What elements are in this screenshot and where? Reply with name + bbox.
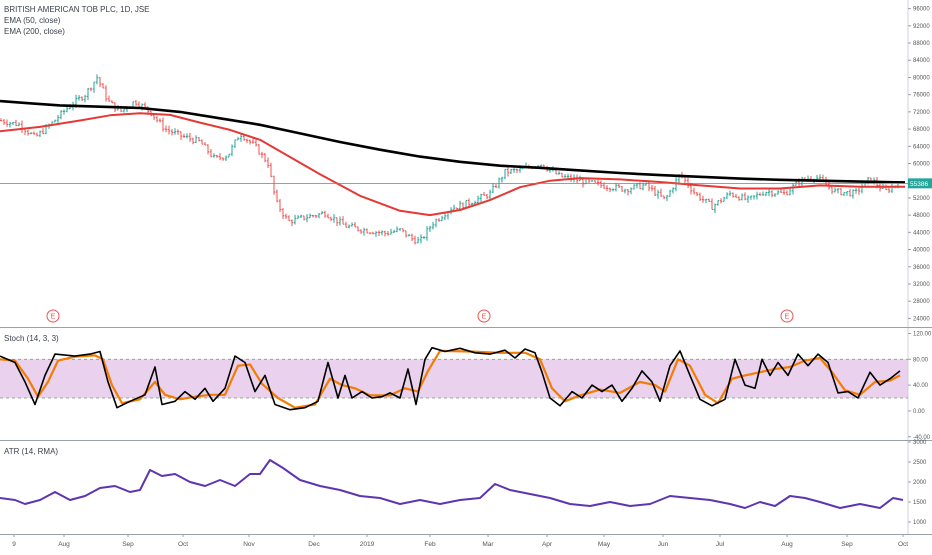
price-axis-label: 52000: [913, 196, 930, 202]
atr-axis-label: 3000: [913, 440, 927, 446]
price-legend: BRITISH AMERICAN TOB PLC, 1D, JSE EMA (5…: [4, 4, 150, 37]
atr-axis-label: 1000: [913, 520, 927, 526]
price-axis-label: 88000: [913, 41, 930, 47]
price-axis-label: 76000: [913, 93, 930, 99]
last-price-badge: [908, 178, 932, 189]
price-axis-label: 84000: [913, 58, 930, 64]
price-axis-label: 68000: [913, 127, 930, 133]
time-axis-label: May: [598, 541, 611, 548]
ema200-legend: EMA (200, close): [4, 27, 65, 36]
price-axis-label: 32000: [913, 282, 930, 288]
time-axis-label: Oct: [178, 541, 188, 548]
price-axis-label: 96000: [913, 7, 930, 13]
time-axis-label: Jul: [716, 541, 725, 548]
price-axis-label: 80000: [913, 75, 930, 81]
stoch-d-line: [0, 349, 901, 409]
ema50-line: [0, 112, 905, 217]
atr-legend: ATR (14, RMA): [4, 447, 59, 456]
earnings-marker: [780, 309, 794, 323]
time-axis-label: Apr: [542, 541, 553, 548]
time-axis-label: Dec: [308, 541, 320, 548]
price-axis-label: 64000: [913, 144, 930, 150]
ema50-legend: EMA (50, close): [4, 16, 61, 25]
atr-axis-label: 1500: [913, 500, 927, 506]
last-price-label: 55386: [910, 181, 928, 188]
atr-line: [0, 459, 904, 509]
price-axis-label: 72000: [913, 110, 930, 116]
time-axis-label: Aug: [58, 541, 70, 548]
symbol-title: BRITISH AMERICAN TOB PLC, 1D, JSE: [4, 5, 150, 14]
time-axis-label: Jun: [658, 541, 669, 548]
stoch-band: [0, 359, 908, 399]
price-axis-label: 40000: [913, 248, 930, 254]
time-axis-label: Mar: [482, 541, 494, 548]
atr-axis-label: 2500: [913, 460, 927, 466]
price-axis-label: 44000: [913, 230, 930, 236]
time-axis-label: 9: [12, 541, 16, 548]
earnings-label: E: [482, 314, 487, 321]
time-axis-label: Sep: [841, 541, 853, 548]
time-axis-label: Nov: [243, 541, 255, 548]
ema200-line: [0, 99, 906, 184]
time-axis-label: Feb: [424, 541, 436, 548]
price-axis-label: 24000: [913, 316, 930, 322]
stoch-axis-label: 120.00: [913, 331, 932, 337]
time-axis-label: Aug: [781, 541, 793, 548]
candles: [0, 74, 900, 245]
time-axis-label: Sep: [122, 541, 134, 548]
atr-axis-label: 2000: [913, 480, 927, 486]
stoch-axis-label: 40.00: [913, 383, 929, 389]
stoch-legend: Stoch (14, 3, 3): [4, 334, 59, 343]
price-axis-label: 48000: [913, 213, 930, 219]
time-axis-label: 2019: [360, 541, 375, 548]
stoch-axis-label: -40.00: [913, 435, 931, 441]
price-axis-label: 28000: [913, 299, 930, 305]
earnings-marker: [477, 309, 491, 323]
stoch-k-line: [0, 346, 901, 411]
earnings-marker: [46, 309, 60, 323]
earnings-label: E: [51, 314, 56, 321]
price-axis-label: 92000: [913, 24, 930, 30]
earnings-label: E: [785, 314, 790, 321]
price-axis-label: 36000: [913, 265, 930, 271]
time-axis-label: Oct: [898, 541, 908, 548]
price-axis-label: 60000: [913, 162, 930, 168]
stoch-axis-label: 80.00: [913, 357, 929, 363]
stoch-axis-label: 0.00: [913, 409, 925, 415]
